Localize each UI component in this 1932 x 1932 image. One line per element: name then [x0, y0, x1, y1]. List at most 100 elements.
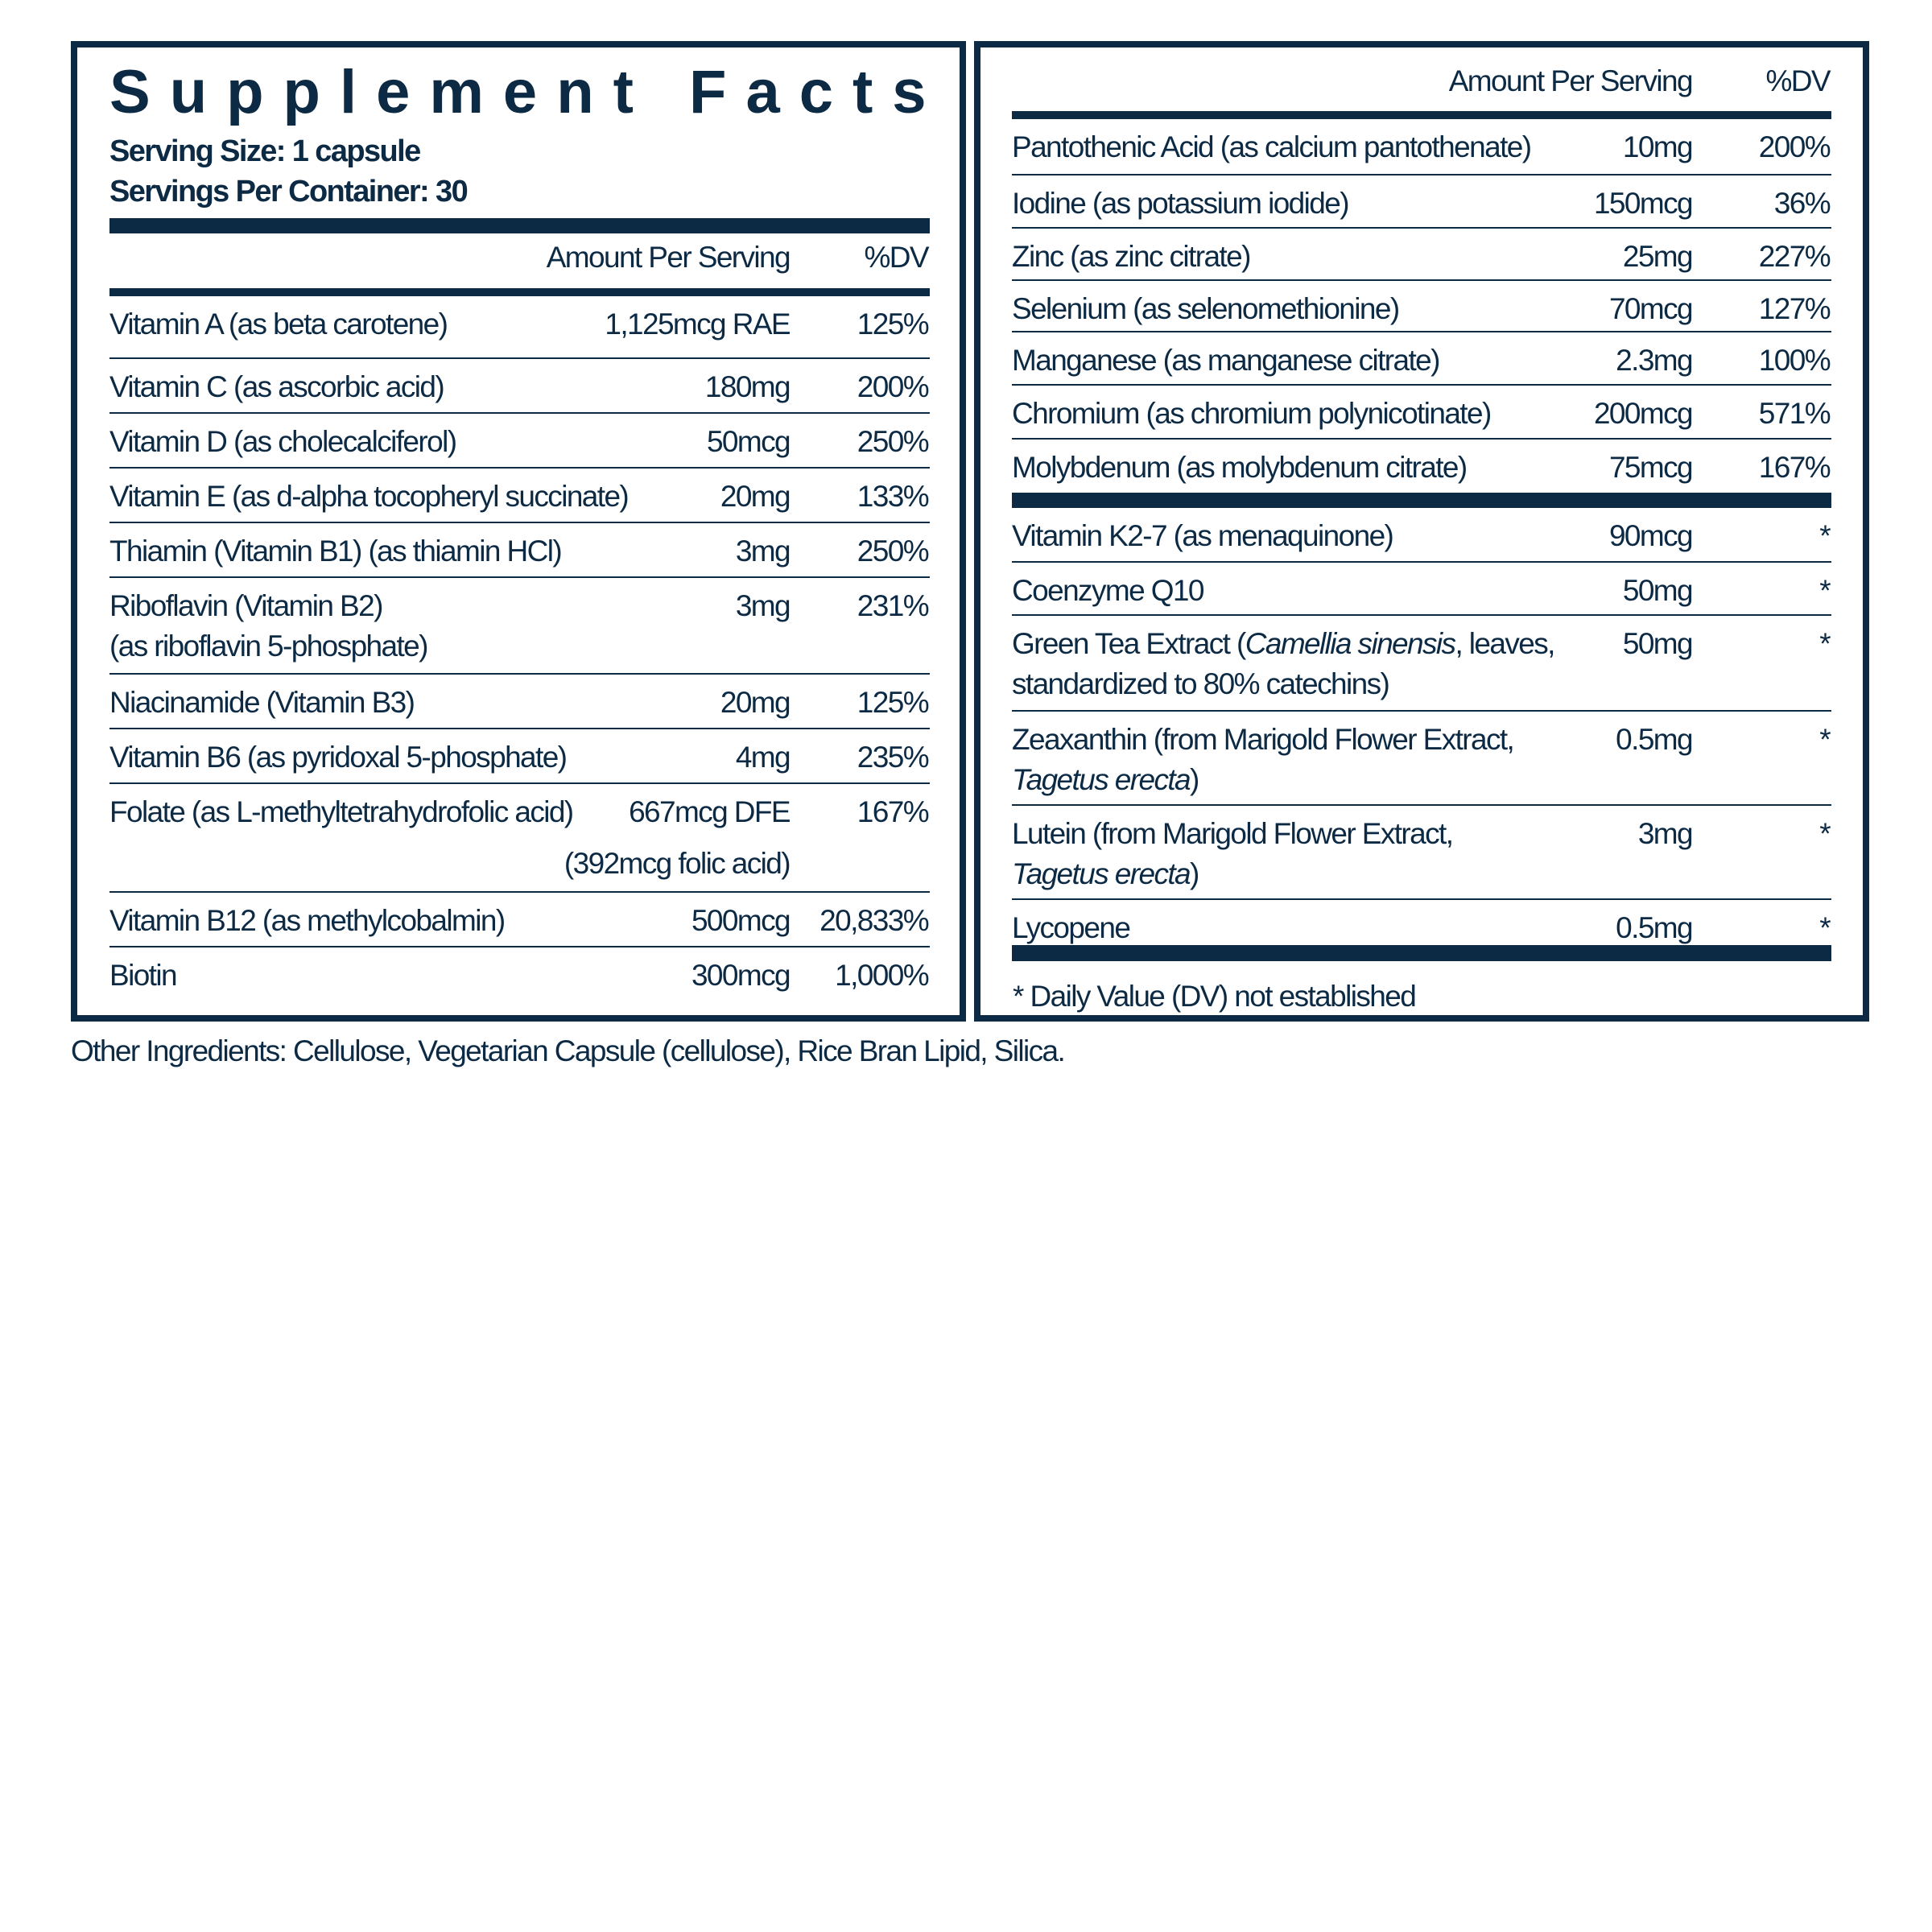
name-text: Lutein (from Marigold Flower Extract, — [1012, 817, 1454, 850]
supplement-facts-panel-right: Amount Per Serving %DV Pantothenic Acid … — [974, 41, 1869, 1022]
amount-line: 3mg — [735, 535, 791, 568]
nutrient-name-line: Tagetus erecta) — [1012, 854, 1452, 894]
dv-header: %DV — [1765, 64, 1831, 97]
name-text: standardized to 80% catechins) — [1012, 667, 1390, 700]
daily-value-percent: 125% — [857, 686, 930, 719]
nutrient-name-line: Lutein (from Marigold Flower Extract, — [1012, 814, 1454, 854]
servings-per-container: Servings Per Container: 30 — [109, 175, 469, 208]
nutrient-row: Green Tea Extract (Camellia sinensis, le… — [1012, 616, 1831, 712]
nutrient-row: Niacinamide (Vitamin B3) 20mg 125% — [109, 675, 930, 729]
amount-per-serving: 3mg — [735, 531, 791, 572]
nutrient-row: Vitamin K2-7 (as menaquinone) 90mcg * — [1012, 508, 1831, 563]
nutrient-name-line: Biotin — [109, 956, 178, 996]
nutrient-name-line: Molybdenum (as molybdenum citrate) — [1012, 448, 1468, 488]
amount-per-serving: 667mcg DFE (392mcg folic acid) — [564, 792, 791, 884]
nutrient-name-line: (as riboflavin 5-phosphate) — [109, 626, 428, 667]
nutrient-name-line: Selenium (as selenomethionine) — [1012, 289, 1400, 329]
amount-per-serving: 200mcg — [1593, 394, 1694, 434]
daily-value-percent: 250% — [857, 425, 930, 458]
name-text: Manganese (as manganese citrate) — [1012, 344, 1440, 377]
nutrient-row: Vitamin C (as ascorbic acid) 180mg 200% — [109, 359, 930, 414]
nutrient-name: Vitamin D (as cholecalciferol) — [109, 422, 457, 462]
panel-title: Supplement Facts — [109, 58, 946, 126]
name-text: , leaves, — [1455, 627, 1555, 660]
nutrient-row: Vitamin D (as cholecalciferol) 50mcg 250% — [109, 414, 930, 469]
amount-line: 50mg — [1622, 574, 1694, 607]
nutrient-name: Zinc (as zinc citrate) — [1012, 237, 1251, 277]
name-text: Biotin — [109, 959, 178, 992]
other-ingredients: Other Ingredients: Cellulose, Vegetarian… — [71, 1034, 1066, 1067]
amount-header: Amount Per Serving — [1448, 64, 1694, 97]
nutrient-row: Manganese (as manganese citrate) 2.3mg 100… — [1012, 332, 1831, 386]
daily-value-percent: * — [1819, 817, 1831, 850]
nutrient-name: Lycopene — [1012, 908, 1131, 948]
nutrient-name: Vitamin B6 (as pyridoxal 5-phosphate) — [109, 737, 568, 778]
nutrient-name: Riboflavin (Vitamin B2) (as riboflavin 5-… — [109, 586, 428, 667]
nutrient-row: Lutein (from Marigold Flower Extract, Tag… — [1012, 806, 1831, 900]
name-text: Lycopene — [1012, 911, 1131, 944]
nutrient-row: Pantothenic Acid (as calcium pantothenat… — [1012, 119, 1831, 175]
amount-line: 200mcg — [1593, 397, 1694, 430]
daily-value-percent: * — [1819, 911, 1831, 944]
name-text: Folate (as L-methyltetrahydrofolic acid) — [109, 795, 574, 828]
nutrient-row: Chromium (as chromium polynicotinate) 200… — [1012, 386, 1831, 440]
nutrient-name-line: Vitamin K2-7 (as menaquinone) — [1012, 516, 1394, 556]
daily-value-percent: 36% — [1773, 187, 1831, 220]
column-header: Amount Per Serving %DV — [1012, 64, 1831, 105]
thick-divider — [109, 218, 930, 233]
name-text: Vitamin E (as d-alpha tocopheryl succina… — [109, 480, 630, 513]
nutrient-row: Lycopene 0.5mg * — [1012, 900, 1831, 953]
footnote: * Daily Value (DV) not established — [1013, 980, 1417, 1013]
nutrient-row: Molybdenum (as molybdenum citrate) 75mcg 1… — [1012, 440, 1831, 493]
name-text: Chromium (as chromium polynicotinate) — [1012, 397, 1492, 430]
nutrient-row: Riboflavin (Vitamin B2) (as riboflavin 5-… — [109, 578, 930, 675]
name-text: Niacinamide (Vitamin B3) — [109, 686, 415, 719]
amount-line: 70mcg — [1608, 292, 1694, 325]
name-text: ) — [1190, 857, 1199, 890]
nutrient-name-line: Tagetus erecta) — [1012, 760, 1513, 800]
daily-value-percent: * — [1819, 519, 1831, 552]
name-text: Molybdenum (as molybdenum citrate) — [1012, 451, 1468, 484]
name-text: (as riboflavin 5-phosphate) — [109, 630, 428, 663]
nutrient-name: Green Tea Extract (Camellia sinensis, le… — [1012, 624, 1555, 704]
amount-line: 25mg — [1622, 240, 1694, 273]
nutrient-name-line: Chromium (as chromium polynicotinate) — [1012, 394, 1492, 434]
nutrient-name-line: standardized to 80% catechins) — [1012, 664, 1554, 704]
name-text: Riboflavin (Vitamin B2) — [109, 589, 383, 622]
name-text: Green Tea Extract ( — [1012, 627, 1246, 660]
name-text: Vitamin K2-7 (as menaquinone) — [1012, 519, 1394, 552]
amount-per-serving: 0.5mg — [1616, 720, 1693, 760]
name-text: Pantothenic Acid (as calcium pantothenat… — [1012, 130, 1532, 163]
nutrient-name: Molybdenum (as molybdenum citrate) — [1012, 448, 1468, 488]
amount-line: 20mg — [720, 480, 791, 513]
name-text: Zeaxanthin (from Marigold Flower Extract… — [1012, 723, 1515, 756]
nutrient-name: Chromium (as chromium polynicotinate) — [1012, 394, 1492, 434]
amount-per-serving: 0.5mg — [1616, 908, 1693, 948]
latin-name: Tagetus erecta — [1012, 857, 1191, 890]
amount-line: 1,125mcg RAE — [605, 308, 791, 341]
nutrient-name-line: Green Tea Extract (Camellia sinensis, le… — [1012, 624, 1555, 664]
amount-line: 0.5mg — [1616, 723, 1693, 756]
amount-per-serving: 70mcg — [1608, 289, 1694, 329]
name-text: Vitamin B6 (as pyridoxal 5-phosphate) — [109, 741, 568, 774]
nutrient-name: Zeaxanthin (from Marigold Flower Extract… — [1012, 720, 1515, 800]
amount-per-serving: 1,125mcg RAE — [605, 304, 791, 345]
nutrient-name: Vitamin C (as ascorbic acid) — [109, 367, 445, 407]
nutrient-name: Biotin — [109, 956, 178, 996]
header-divider — [109, 288, 930, 296]
nutrient-name-line: Manganese (as manganese citrate) — [1012, 341, 1440, 381]
daily-value-percent: 167% — [1758, 451, 1831, 484]
amount-per-serving: 300mcg — [691, 956, 791, 996]
daily-value-percent: 127% — [1758, 292, 1831, 325]
amount-line: 300mcg — [691, 959, 791, 992]
name-text: Zinc (as zinc citrate) — [1012, 240, 1251, 273]
nutrient-name-line: Lycopene — [1012, 908, 1131, 948]
daily-value-percent: * — [1819, 627, 1831, 660]
latin-name: Tagetus erecta — [1012, 763, 1191, 796]
daily-value-percent: * — [1819, 574, 1831, 607]
header-divider — [1012, 111, 1831, 119]
amount-per-serving: 4mg — [736, 737, 791, 778]
nutrient-row: Coenzyme Q10 50mg * — [1012, 563, 1831, 616]
nutrient-name-line: Vitamin D (as cholecalciferol) — [109, 422, 457, 462]
daily-value-percent: 200% — [1758, 130, 1831, 163]
